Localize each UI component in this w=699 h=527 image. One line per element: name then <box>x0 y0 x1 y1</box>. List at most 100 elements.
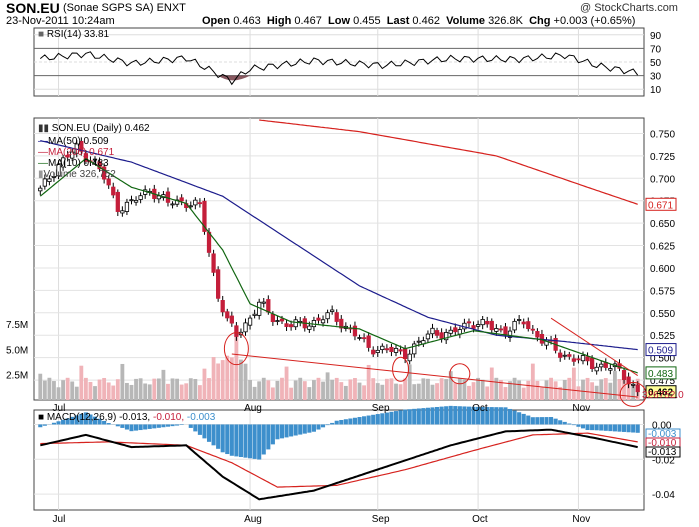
volume-bar <box>70 381 75 400</box>
volume-bar <box>622 378 626 400</box>
macd-tag-box <box>645 446 681 458</box>
volume-bar <box>631 384 636 400</box>
rsi-tick-label: 30 <box>650 72 662 83</box>
macd-tag: -0.003 <box>648 429 677 440</box>
volume-bar <box>517 380 522 400</box>
volume-bar <box>197 385 202 400</box>
macd-histogram-bar <box>298 424 303 435</box>
candle-body <box>512 320 517 331</box>
macd-histogram-bar <box>275 424 280 440</box>
candle-body <box>503 326 508 336</box>
candle-body <box>402 347 408 359</box>
macd-histogram-bar <box>526 415 531 425</box>
volume-bar <box>457 378 462 400</box>
candle-body <box>56 164 61 177</box>
macd-histogram-bar <box>453 406 458 425</box>
candle-body <box>293 319 298 328</box>
volume-bar <box>384 378 389 400</box>
candle-body <box>216 269 221 299</box>
macd-histogram-bar <box>430 407 435 425</box>
volume-bar <box>448 371 453 400</box>
candle-body <box>252 313 257 316</box>
price-tick-label: 0.725 <box>650 152 675 163</box>
candle-body <box>507 330 513 338</box>
candle-body <box>325 312 330 320</box>
macd-histogram-bar <box>393 411 399 425</box>
volume-bar <box>243 363 248 400</box>
macd-histogram-bar <box>480 406 485 425</box>
month-label-top: Jul <box>53 403 66 414</box>
candle-body <box>124 201 130 212</box>
volume-bar <box>608 382 613 400</box>
volume-bar <box>312 380 316 400</box>
macd-histogram-bar <box>398 410 403 425</box>
candle-body <box>521 321 526 325</box>
symbol: SON.EU <box>6 0 60 16</box>
candle-body <box>480 319 485 326</box>
volume-bar <box>489 367 494 400</box>
candle-body <box>589 357 595 370</box>
macd-histogram-bar <box>626 424 631 433</box>
macd-histogram-bar <box>115 424 120 427</box>
candle-body <box>111 186 116 196</box>
macd-histogram-bar <box>106 423 111 425</box>
volume-bar <box>302 381 307 400</box>
volume-bar <box>93 386 97 400</box>
macd-histogram-bar <box>384 412 389 425</box>
candle-body <box>567 354 572 357</box>
volume-bar <box>97 379 102 400</box>
macd-histogram-bar <box>466 406 472 425</box>
volume-bar <box>576 386 581 400</box>
last-price-tag-box <box>645 385 677 399</box>
volume-bar <box>471 382 476 400</box>
volume-bar <box>330 379 335 400</box>
macd-histogram-bar <box>343 419 348 425</box>
volume-bar <box>526 380 531 400</box>
macd-histogram-bar <box>544 417 549 425</box>
candle-body <box>635 384 640 393</box>
macd-histogram-bar <box>389 411 394 425</box>
macd-histogram-bar <box>188 424 193 428</box>
volume-bar <box>79 365 84 400</box>
macd-histogram-bar <box>165 424 171 427</box>
macd-histogram-bar <box>503 407 508 425</box>
candle-body <box>120 210 125 214</box>
volume-bar <box>184 383 189 400</box>
candle-body <box>79 140 84 152</box>
volume-bar <box>298 377 303 400</box>
volume-bar <box>88 381 93 400</box>
candle-body <box>229 315 234 324</box>
macd-histogram-bar <box>170 424 175 427</box>
volume-bar <box>211 357 216 400</box>
volume-bar <box>530 363 535 400</box>
macd-histogram-bar <box>97 418 102 425</box>
macd-histogram-bar <box>498 407 503 425</box>
macd-histogram-bar <box>380 413 385 425</box>
candle-body <box>375 349 380 353</box>
price-tick-label: 0.625 <box>650 242 675 253</box>
candle-body <box>357 337 362 339</box>
rsi-oversold-fill <box>218 75 251 81</box>
volume-bar <box>225 355 230 400</box>
macd-histogram-bar <box>138 424 143 431</box>
volume-bar <box>179 384 184 400</box>
candle-body <box>626 376 631 385</box>
volume-bar <box>498 380 503 400</box>
legend-ma10: —MA(10) 0.483 <box>38 158 109 169</box>
candle-body <box>389 346 394 353</box>
volume-bar <box>289 387 294 400</box>
volume-bar <box>56 387 61 400</box>
month-label-bottom: Oct <box>472 514 488 525</box>
month-label-bottom: Nov <box>572 514 590 525</box>
macd-histogram-bar <box>293 424 298 436</box>
macd-histogram-bar <box>51 422 57 425</box>
macd-histogram-bar <box>357 417 362 425</box>
macd-histogram-bar <box>61 419 66 425</box>
macd-tag: -0.013 <box>648 447 677 458</box>
macd-histogram-bar <box>521 413 526 425</box>
macd-histogram-bar <box>83 412 88 425</box>
volume-bar <box>275 380 280 400</box>
macd-tick-label: -0.02 <box>652 455 675 466</box>
volume-bar <box>394 383 398 400</box>
macd-histogram-bar <box>120 424 125 428</box>
